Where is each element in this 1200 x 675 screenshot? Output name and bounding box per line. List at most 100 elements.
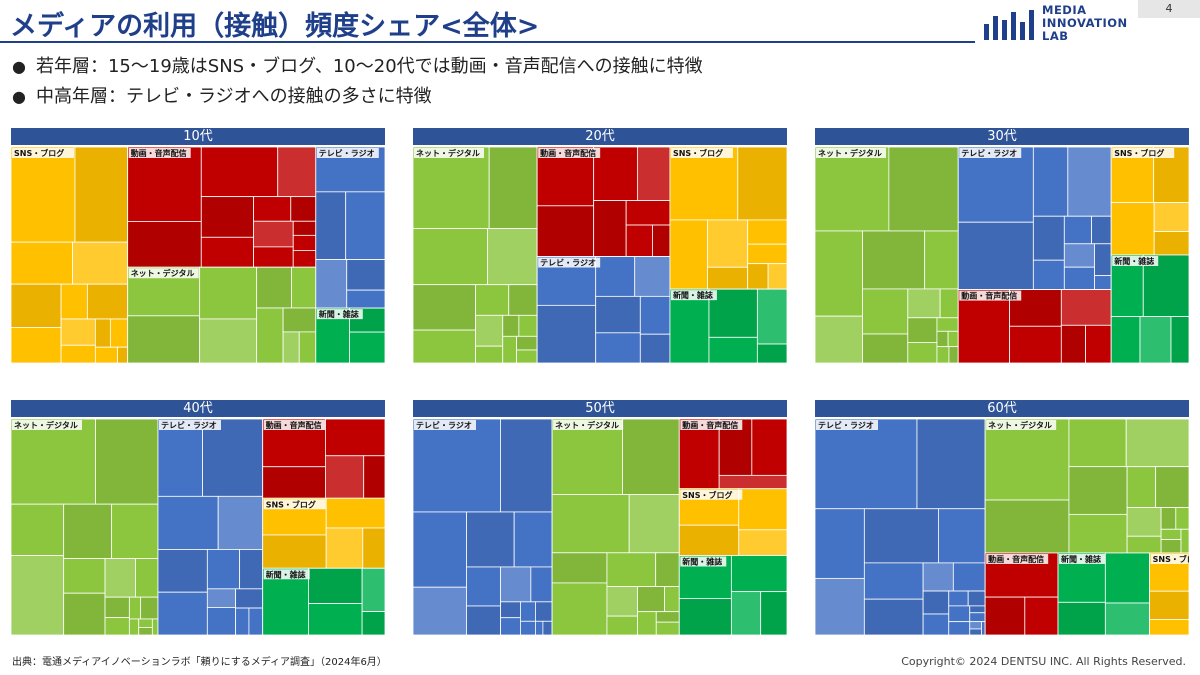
treemap-subtile xyxy=(625,200,671,226)
treemap-subtile xyxy=(551,419,623,495)
treemap-category-label: ネット・デジタル xyxy=(416,148,480,158)
treemap-subtile xyxy=(815,508,865,579)
treemap-subtile xyxy=(737,147,787,221)
treemap-subtile xyxy=(1063,243,1095,268)
treemap-subtile xyxy=(11,327,62,363)
treemap-category-label: 新聞・雑誌 xyxy=(1061,554,1101,564)
treemap-subtile xyxy=(948,605,971,623)
treemap-subtile xyxy=(593,147,638,201)
treemap-category-label: 動画・音声配信 xyxy=(961,291,1017,301)
treemap-subtile xyxy=(466,511,515,568)
treemap-subtile xyxy=(262,534,327,569)
treemap-subtile xyxy=(345,191,385,260)
treemap-subtile xyxy=(128,618,140,635)
treemap-category-label: テレビ・ラジオ xyxy=(161,420,217,430)
label-background xyxy=(680,489,743,500)
label-background xyxy=(263,569,310,580)
treemap-subtile xyxy=(117,346,129,363)
treemap-subtile xyxy=(751,419,787,476)
treemap-subtile xyxy=(60,318,96,346)
label-background xyxy=(959,148,1022,158)
treemap-block-tv-radio xyxy=(413,419,553,635)
treemap-subtile xyxy=(1125,419,1189,468)
treemap-subtile xyxy=(308,603,363,635)
treemap-category-label: テレビ・ラジオ xyxy=(540,258,596,268)
treemap-subtile xyxy=(969,612,986,623)
treemap-subtile xyxy=(815,315,863,363)
treemap-subtile xyxy=(530,566,553,603)
treemap-subtile xyxy=(520,620,536,635)
treemap-subtile xyxy=(488,147,538,229)
label-background xyxy=(263,420,326,430)
treemap-subtile xyxy=(516,335,538,351)
treemap-subtile xyxy=(60,283,88,320)
treemap-subtile xyxy=(487,228,538,286)
treemap-block-net-digital xyxy=(127,266,317,363)
treemap-subtile xyxy=(760,591,787,635)
treemap-category-label: 新聞・雑誌 xyxy=(319,309,359,319)
treemap-block-video-audio xyxy=(957,289,1112,363)
treemap-subtile xyxy=(1139,316,1172,363)
treemap-category-label: 新聞・雑誌 xyxy=(266,569,306,579)
treemap-subtile xyxy=(957,221,1034,290)
treemap-subtile xyxy=(936,330,949,348)
treemap-subtile xyxy=(708,336,758,363)
treemap-subtile xyxy=(1094,243,1112,277)
treemap-category-label: SNS・ブログ xyxy=(1153,554,1189,564)
treemap-subtile xyxy=(984,499,1070,554)
treemap-subtile xyxy=(1149,619,1189,635)
treemap-subtile xyxy=(628,494,680,554)
treemap-subtile xyxy=(595,332,641,363)
treemap-subtile xyxy=(652,224,671,257)
treemap-subtile xyxy=(947,330,959,348)
treemap-subtile xyxy=(938,508,986,564)
label-background xyxy=(680,420,743,430)
treemap-subtile xyxy=(518,314,538,337)
label-background xyxy=(670,148,733,158)
panel-title: 40代 xyxy=(11,400,385,417)
treemap-subtile xyxy=(1126,466,1157,508)
treemap-subtile xyxy=(984,419,1070,501)
treemap-subtile xyxy=(1180,528,1189,554)
treemap-subtile xyxy=(466,605,501,635)
treemap-subtile xyxy=(636,147,671,201)
treemap-subtile xyxy=(74,147,129,243)
label-background xyxy=(816,148,886,158)
treemap-subtile xyxy=(863,562,924,600)
treemap-panel-30s: 30代 ネット・デジタル テレビ・ラジオ 動画・音声配信 SNS・ブログ 新聞・雑誌 xyxy=(815,128,1189,363)
treemap-subtile xyxy=(1068,513,1128,554)
treemap-subtile xyxy=(325,527,364,569)
treemap-subtile xyxy=(500,419,553,513)
label-background xyxy=(158,420,221,430)
label-background xyxy=(1059,553,1106,564)
treemap-subtile xyxy=(138,627,153,635)
treemap-subtile xyxy=(637,586,665,613)
treemap-subtile xyxy=(957,147,1034,223)
treemap-subtile xyxy=(235,607,250,635)
label-background xyxy=(316,148,379,158)
treemap-subtile xyxy=(1060,289,1112,326)
treemap-subtile xyxy=(346,259,385,291)
treemap-subtile xyxy=(637,611,657,635)
treemap-subtile xyxy=(718,474,787,490)
treemap-subtile xyxy=(282,331,300,363)
treemap-subtile xyxy=(109,318,129,348)
treemap-subtile xyxy=(1170,316,1189,363)
treemap-subtile xyxy=(948,346,959,363)
treemap-subtile xyxy=(738,488,787,531)
treemap-subtile xyxy=(863,508,939,564)
treemap-subtile xyxy=(206,588,237,608)
label-background xyxy=(316,309,363,320)
treemap-category-label: ネット・デジタル xyxy=(14,420,78,430)
treemap-subtile xyxy=(413,228,489,286)
treemap-subtile xyxy=(907,342,938,363)
treemap-block-net-digital xyxy=(11,419,159,635)
treemap-subtile xyxy=(413,586,467,635)
treemap-subtile xyxy=(862,230,926,290)
treemap-subtile xyxy=(984,596,1026,635)
treemap-subtile xyxy=(1085,324,1112,363)
treemap-subtile xyxy=(730,591,762,635)
